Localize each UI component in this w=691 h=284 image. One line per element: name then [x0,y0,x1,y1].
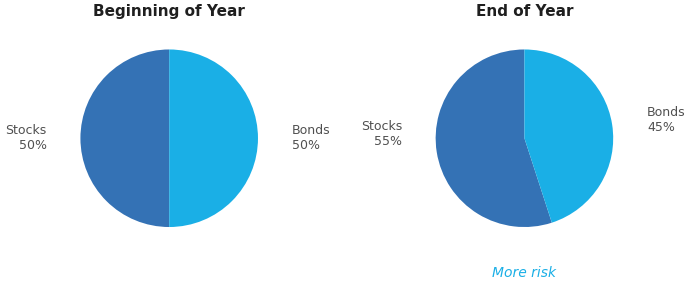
Wedge shape [80,49,169,227]
Title: Beginning of Year: Beginning of Year [93,4,245,19]
Text: Bonds
45%: Bonds 45% [647,106,685,135]
Wedge shape [524,49,613,223]
Text: Stocks
50%: Stocks 50% [6,124,47,152]
Text: Stocks
55%: Stocks 55% [361,120,402,148]
Text: More risk: More risk [493,266,556,280]
Text: Bonds
50%: Bonds 50% [292,124,330,152]
Wedge shape [435,49,552,227]
Wedge shape [169,49,258,227]
Title: End of Year: End of Year [475,4,573,19]
